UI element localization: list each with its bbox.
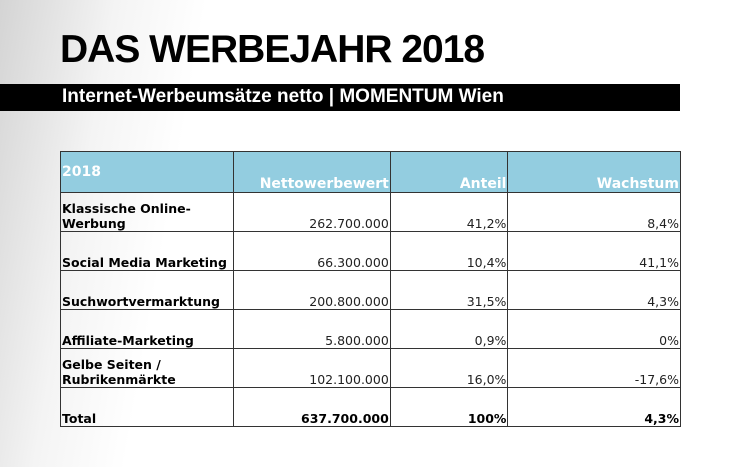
row-share: 100% (389, 387, 509, 427)
row-net-value: 5.800.000 (232, 309, 391, 349)
table-row: Gelbe Seiten / Rubrikenmärkte 102.100.000… (60, 348, 681, 388)
row-label: Total (60, 387, 234, 427)
row-share: 31,5% (389, 270, 509, 310)
row-net-value: 200.800.000 (232, 270, 391, 310)
row-growth: 4,3% (507, 270, 681, 310)
table-total-row: Total 637.700.000 100% 4,3% (60, 387, 681, 427)
row-net-value: 102.100.000 (232, 348, 391, 388)
subtitle: Internet-Werbeumsätze netto | MOMENTUM W… (62, 86, 504, 107)
row-net-value: 637.700.000 (232, 387, 391, 427)
row-share: 0,9% (389, 309, 509, 349)
row-label: Gelbe Seiten / Rubrikenmärkte (60, 348, 234, 388)
row-growth: 41,1% (507, 231, 681, 271)
header-net-value: Nettowerbewert (232, 151, 391, 193)
row-growth: 4,3% (507, 387, 681, 427)
table-row: Social Media Marketing 66.300.000 10,4% 41,… (60, 231, 681, 271)
row-net-value: 66.300.000 (232, 231, 391, 271)
row-share: 16,0% (389, 348, 509, 388)
header-share: Anteil (389, 151, 509, 193)
ad-revenue-table: 2018 Nettowerbewert Anteil Wachstum Klas… (60, 151, 681, 427)
table-row: Suchwortvermarktung 200.800.000 31,5% 4,3% (60, 270, 681, 310)
page-title: DAS WERBEJAHR 2018 (60, 28, 485, 71)
row-label: Klassische Online-Werbung (60, 192, 234, 232)
row-label: Suchwortvermarktung (60, 270, 234, 310)
table-row: Klassische Online-Werbung 262.700.000 41,2… (60, 192, 681, 232)
subtitle-bar: Internet-Werbeumsätze netto | MOMENTUM W… (0, 84, 680, 111)
table-header-row: 2018 Nettowerbewert Anteil Wachstum (60, 151, 681, 193)
row-growth: 8,4% (507, 192, 681, 232)
row-share: 10,4% (389, 231, 509, 271)
row-label: Social Media Marketing (60, 231, 234, 271)
header-growth: Wachstum (507, 151, 681, 193)
row-label: Affiliate-Marketing (60, 309, 234, 349)
row-share: 41,2% (389, 192, 509, 232)
row-growth: 0% (507, 309, 681, 349)
header-year: 2018 (60, 151, 234, 193)
row-net-value: 262.700.000 (232, 192, 391, 232)
row-growth: -17,6% (507, 348, 681, 388)
table-row: Affiliate-Marketing 5.800.000 0,9% 0% (60, 309, 681, 349)
